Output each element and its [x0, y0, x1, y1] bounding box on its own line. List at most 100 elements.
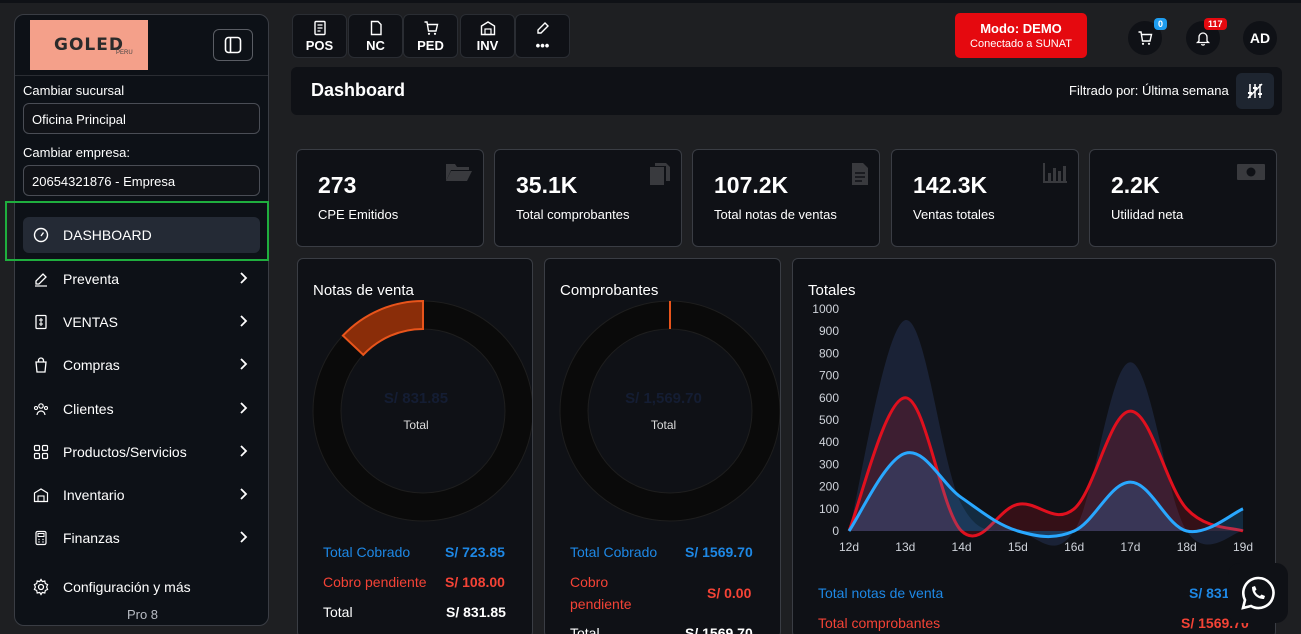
- sidebar: GOLED PERU Cambiar sucursal Oficina Prin…: [14, 14, 269, 626]
- bell-icon: [1195, 32, 1211, 46]
- y-tick-label: 200: [819, 480, 839, 494]
- sidebar-item-label: DASHBOARD: [63, 227, 152, 243]
- totales-panel: Totales 0 100 200 300 400 500 600 700 800 900 1000…: [792, 258, 1276, 634]
- quick-more-button[interactable]: •••: [515, 14, 570, 58]
- totales-area-chart: 0 100 200 300 400 500 600 700 800 900 1000 12d 13d 14…: [812, 302, 1253, 554]
- company-label: Cambiar empresa:: [23, 145, 130, 160]
- sidebar-item-clientes[interactable]: Clientes: [23, 391, 260, 427]
- sidebar-item-label: Productos/Servicios: [63, 444, 187, 460]
- donut-slice-1: [341, 299, 424, 357]
- users-icon: [32, 400, 50, 418]
- quick-button-label: NC: [366, 37, 385, 53]
- whatsapp-icon: [1241, 576, 1275, 610]
- quick-pos-button[interactable]: POS: [292, 14, 347, 58]
- whatsapp-button[interactable]: [1228, 563, 1288, 623]
- x-tick-label: 16d: [1064, 540, 1084, 554]
- chevron-right-icon: [240, 488, 248, 500]
- quick-button-label: POS: [305, 37, 334, 53]
- top-edge: [0, 0, 1301, 3]
- total-label: Total: [570, 625, 600, 634]
- demo-mode-banner[interactable]: Modo: DEMO Conectado a SUNAT: [955, 13, 1087, 58]
- stat-card-ventas: 142.3K Ventas totales: [891, 149, 1079, 247]
- money-bill-icon: [1237, 164, 1265, 180]
- y-tick-label: 100: [819, 502, 839, 516]
- stat-label: Ventas totales: [913, 207, 995, 222]
- x-tick-label: 17d: [1120, 540, 1140, 554]
- sidebar-item-label: Finanzas: [63, 530, 120, 546]
- x-tick-label: 19d: [1233, 540, 1253, 554]
- donut-track: [560, 301, 780, 521]
- sidebar-item-ventas[interactable]: VENTAS: [23, 304, 260, 340]
- chevron-right-icon: [240, 445, 248, 457]
- y-tick-label: 1000: [812, 302, 839, 316]
- series-area-3: [849, 452, 1243, 537]
- totales-row1-label: Total notas de venta: [818, 585, 944, 601]
- y-tick-label: 600: [819, 391, 839, 405]
- sidebar-item-dashboard[interactable]: DASHBOARD: [23, 217, 260, 253]
- file-icon: [370, 20, 382, 35]
- y-tick-label: 500: [819, 413, 839, 427]
- stat-label: Total comprobantes: [516, 207, 630, 222]
- chevron-right-icon: [240, 272, 248, 284]
- edit-icon: [32, 270, 50, 288]
- company-logo: GOLED PERU: [30, 20, 148, 70]
- chevron-right-icon: [240, 315, 248, 327]
- gauge-icon: [32, 226, 50, 244]
- quick-ped-button[interactable]: PED: [403, 14, 458, 58]
- y-tick-label: 400: [819, 435, 839, 449]
- sidebar-item-preventa[interactable]: Preventa: [23, 261, 260, 297]
- logo-subtext: PERU: [116, 50, 133, 56]
- focus-highlight: [5, 201, 269, 261]
- donut-center-label: Total: [650, 418, 677, 432]
- donut-center-label: Total: [403, 418, 429, 432]
- y-tick-label: 300: [819, 457, 839, 471]
- sidebar-item-configuracion[interactable]: Configuración y más: [23, 569, 260, 605]
- sidebar-item-inventario[interactable]: Inventario: [23, 477, 260, 513]
- sidebar-toggle-button[interactable]: [213, 29, 253, 61]
- grid-icon: [32, 443, 50, 461]
- comprobantes-panel: Comprobantes S/ 1,569.70 Total Total Cob…: [544, 258, 781, 634]
- stat-label: Total notas de ventas: [714, 207, 837, 222]
- pendiente-value: S/ 108.00: [445, 574, 505, 590]
- totales-row2-label: Total comprobantes: [818, 615, 941, 631]
- warehouse-icon: [32, 486, 50, 504]
- company-select[interactable]: 20654321876 - Empresa: [23, 165, 260, 196]
- notas-venta-panel: Notas de venta S/ 831.85 Total Total Cob…: [297, 258, 533, 634]
- quick-inv-button[interactable]: INV: [460, 14, 515, 58]
- y-tick-label: 900: [819, 324, 839, 338]
- sidebar-item-compras[interactable]: Compras: [23, 347, 260, 383]
- y-tick-label: 700: [819, 369, 839, 383]
- cobrado-value: S/ 1569.70: [685, 544, 753, 560]
- sidebar-item-finanzas[interactable]: Finanzas: [23, 520, 260, 556]
- pendiente-label-line2: pendiente: [570, 596, 632, 612]
- demo-mode-subtitle: Conectado a SUNAT: [970, 38, 1072, 50]
- pendiente-value: S/ 0.00: [707, 585, 752, 601]
- sidebar-item-label: Inventario: [63, 487, 125, 503]
- sidebar-item-label: Compras: [63, 357, 120, 373]
- stat-value: 107.2K: [714, 172, 789, 198]
- filter-button[interactable]: [1236, 73, 1274, 109]
- avatar[interactable]: AD: [1243, 21, 1277, 55]
- cart-icon: [424, 20, 438, 35]
- series-line-3: [847, 451, 1244, 539]
- totales-row1-value: S/ 831: [1189, 585, 1230, 601]
- x-tick-label: 14d: [952, 540, 972, 554]
- pendiente-label: Cobro pendiente: [323, 574, 427, 590]
- sidebar-item-label: Clientes: [63, 401, 114, 417]
- quick-button-label: PED: [417, 37, 444, 53]
- stat-card-notas: 107.2K Total notas de ventas: [692, 149, 880, 247]
- stat-card-utilidad: 2.2K Utilidad neta: [1089, 149, 1277, 247]
- branch-select[interactable]: Oficina Principal: [23, 103, 260, 134]
- pendiente-label-line1: Cobro: [570, 574, 609, 590]
- sidebar-item-productos[interactable]: Productos/Servicios: [23, 434, 260, 470]
- demo-mode-title: Modo: DEMO: [980, 21, 1062, 36]
- cart-count-badge: 0: [1154, 18, 1168, 30]
- folder-open-icon: [446, 164, 472, 181]
- quick-nc-button[interactable]: NC: [348, 14, 403, 58]
- cobrado-label: Total Cobrado: [570, 544, 658, 560]
- document-icon: [852, 163, 868, 185]
- logo-text: GOLED: [54, 35, 124, 55]
- quick-button-label: INV: [476, 37, 499, 53]
- comprobantes-donut-chart: [559, 300, 780, 522]
- x-tick-label: 12d: [839, 540, 859, 554]
